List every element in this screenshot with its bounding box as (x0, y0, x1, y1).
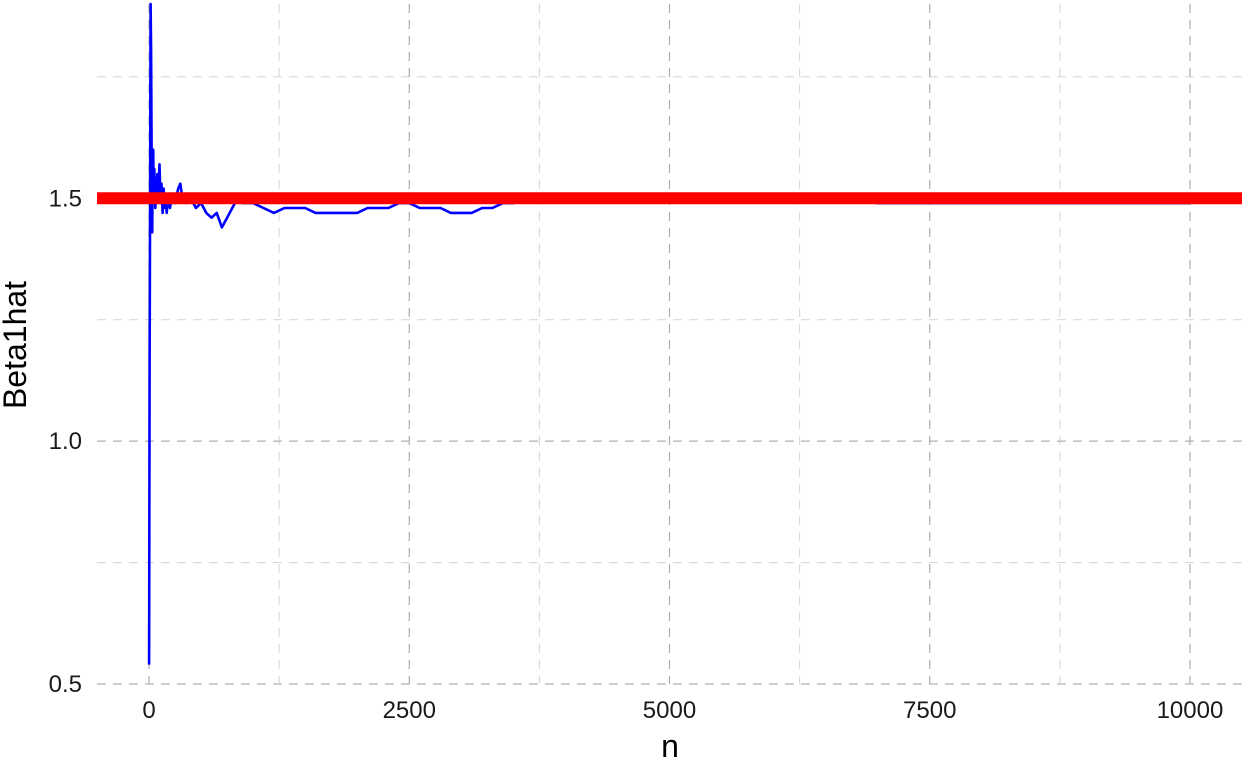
y-tick-label: 0.5 (49, 671, 82, 698)
y-tick-label: 1.5 (49, 185, 82, 212)
x-tick-label: 2500 (383, 697, 436, 724)
x-tick-label: 5000 (643, 697, 696, 724)
y-axis-ticks: 0.5 1.0 1.5 (49, 185, 82, 698)
y-tick-label: 1.0 (49, 428, 82, 455)
x-tick-label: 0 (142, 697, 155, 724)
grid-lines (97, 4, 1242, 685)
x-tick-label: 7500 (903, 697, 956, 724)
x-axis-title: n (661, 728, 679, 764)
y-axis-title: Beta1hat (0, 281, 33, 409)
x-tick-label: 10000 (1157, 697, 1224, 724)
x-axis-ticks: 0 2500 5000 7500 10000 (142, 697, 1223, 724)
